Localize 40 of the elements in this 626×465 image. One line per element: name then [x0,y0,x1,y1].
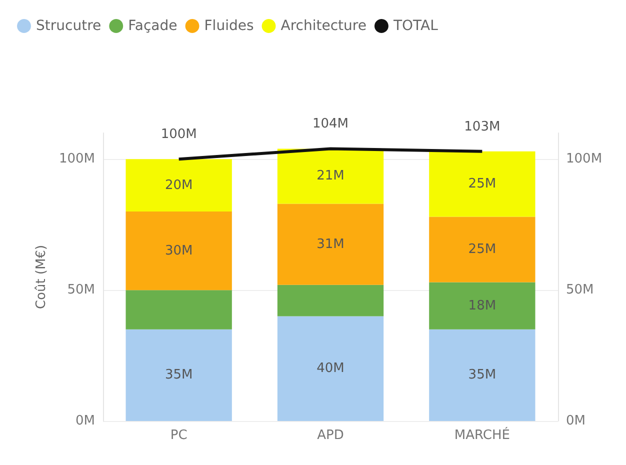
data-label: 18M [468,298,496,314]
bar [429,329,536,421]
data-label: 25M [468,242,496,258]
legend-label: Façade [128,18,178,34]
bar [126,159,232,212]
bar [126,329,232,421]
x-tick-label: PC [170,428,188,443]
data-label: 35M [468,368,496,383]
data-label: 20M [164,178,193,193]
bar [277,204,384,285]
data-label: 21M [316,168,344,184]
bar [429,216,536,282]
bar [126,290,232,330]
bar [277,284,384,316]
y-tick-label: 50M [67,282,95,298]
data-label: 31M [316,236,344,252]
bar [277,316,384,421]
legend-label: Fluides [204,18,254,34]
bar [126,212,232,290]
bar [429,151,536,217]
data-label: 35M [164,368,193,383]
data-label: 30M [164,243,193,258]
y2-tick-label: 50M [566,282,594,298]
data-label: 103M [464,119,500,134]
legend-label: Architecture [280,18,366,34]
data-label: 100M [160,127,197,142]
x-tick-label: MARCHÉ [454,426,510,443]
bar [429,282,536,330]
y2-tick-label: 100M [566,152,602,167]
y-tick-label: 100M [58,152,95,167]
data-label: 40M [316,361,344,376]
x-tick-label: APD [317,428,344,443]
legend-label: TOTAL [392,18,438,34]
data-label: 25M [468,176,496,192]
legend-label: Strucutre [36,18,102,34]
y2-tick-label: 0M [566,414,586,428]
data-label: 104M [312,116,349,132]
y-axis-title: Coût (M€) [34,244,50,310]
y-tick-label: 0M [76,414,95,428]
bar [277,148,384,204]
